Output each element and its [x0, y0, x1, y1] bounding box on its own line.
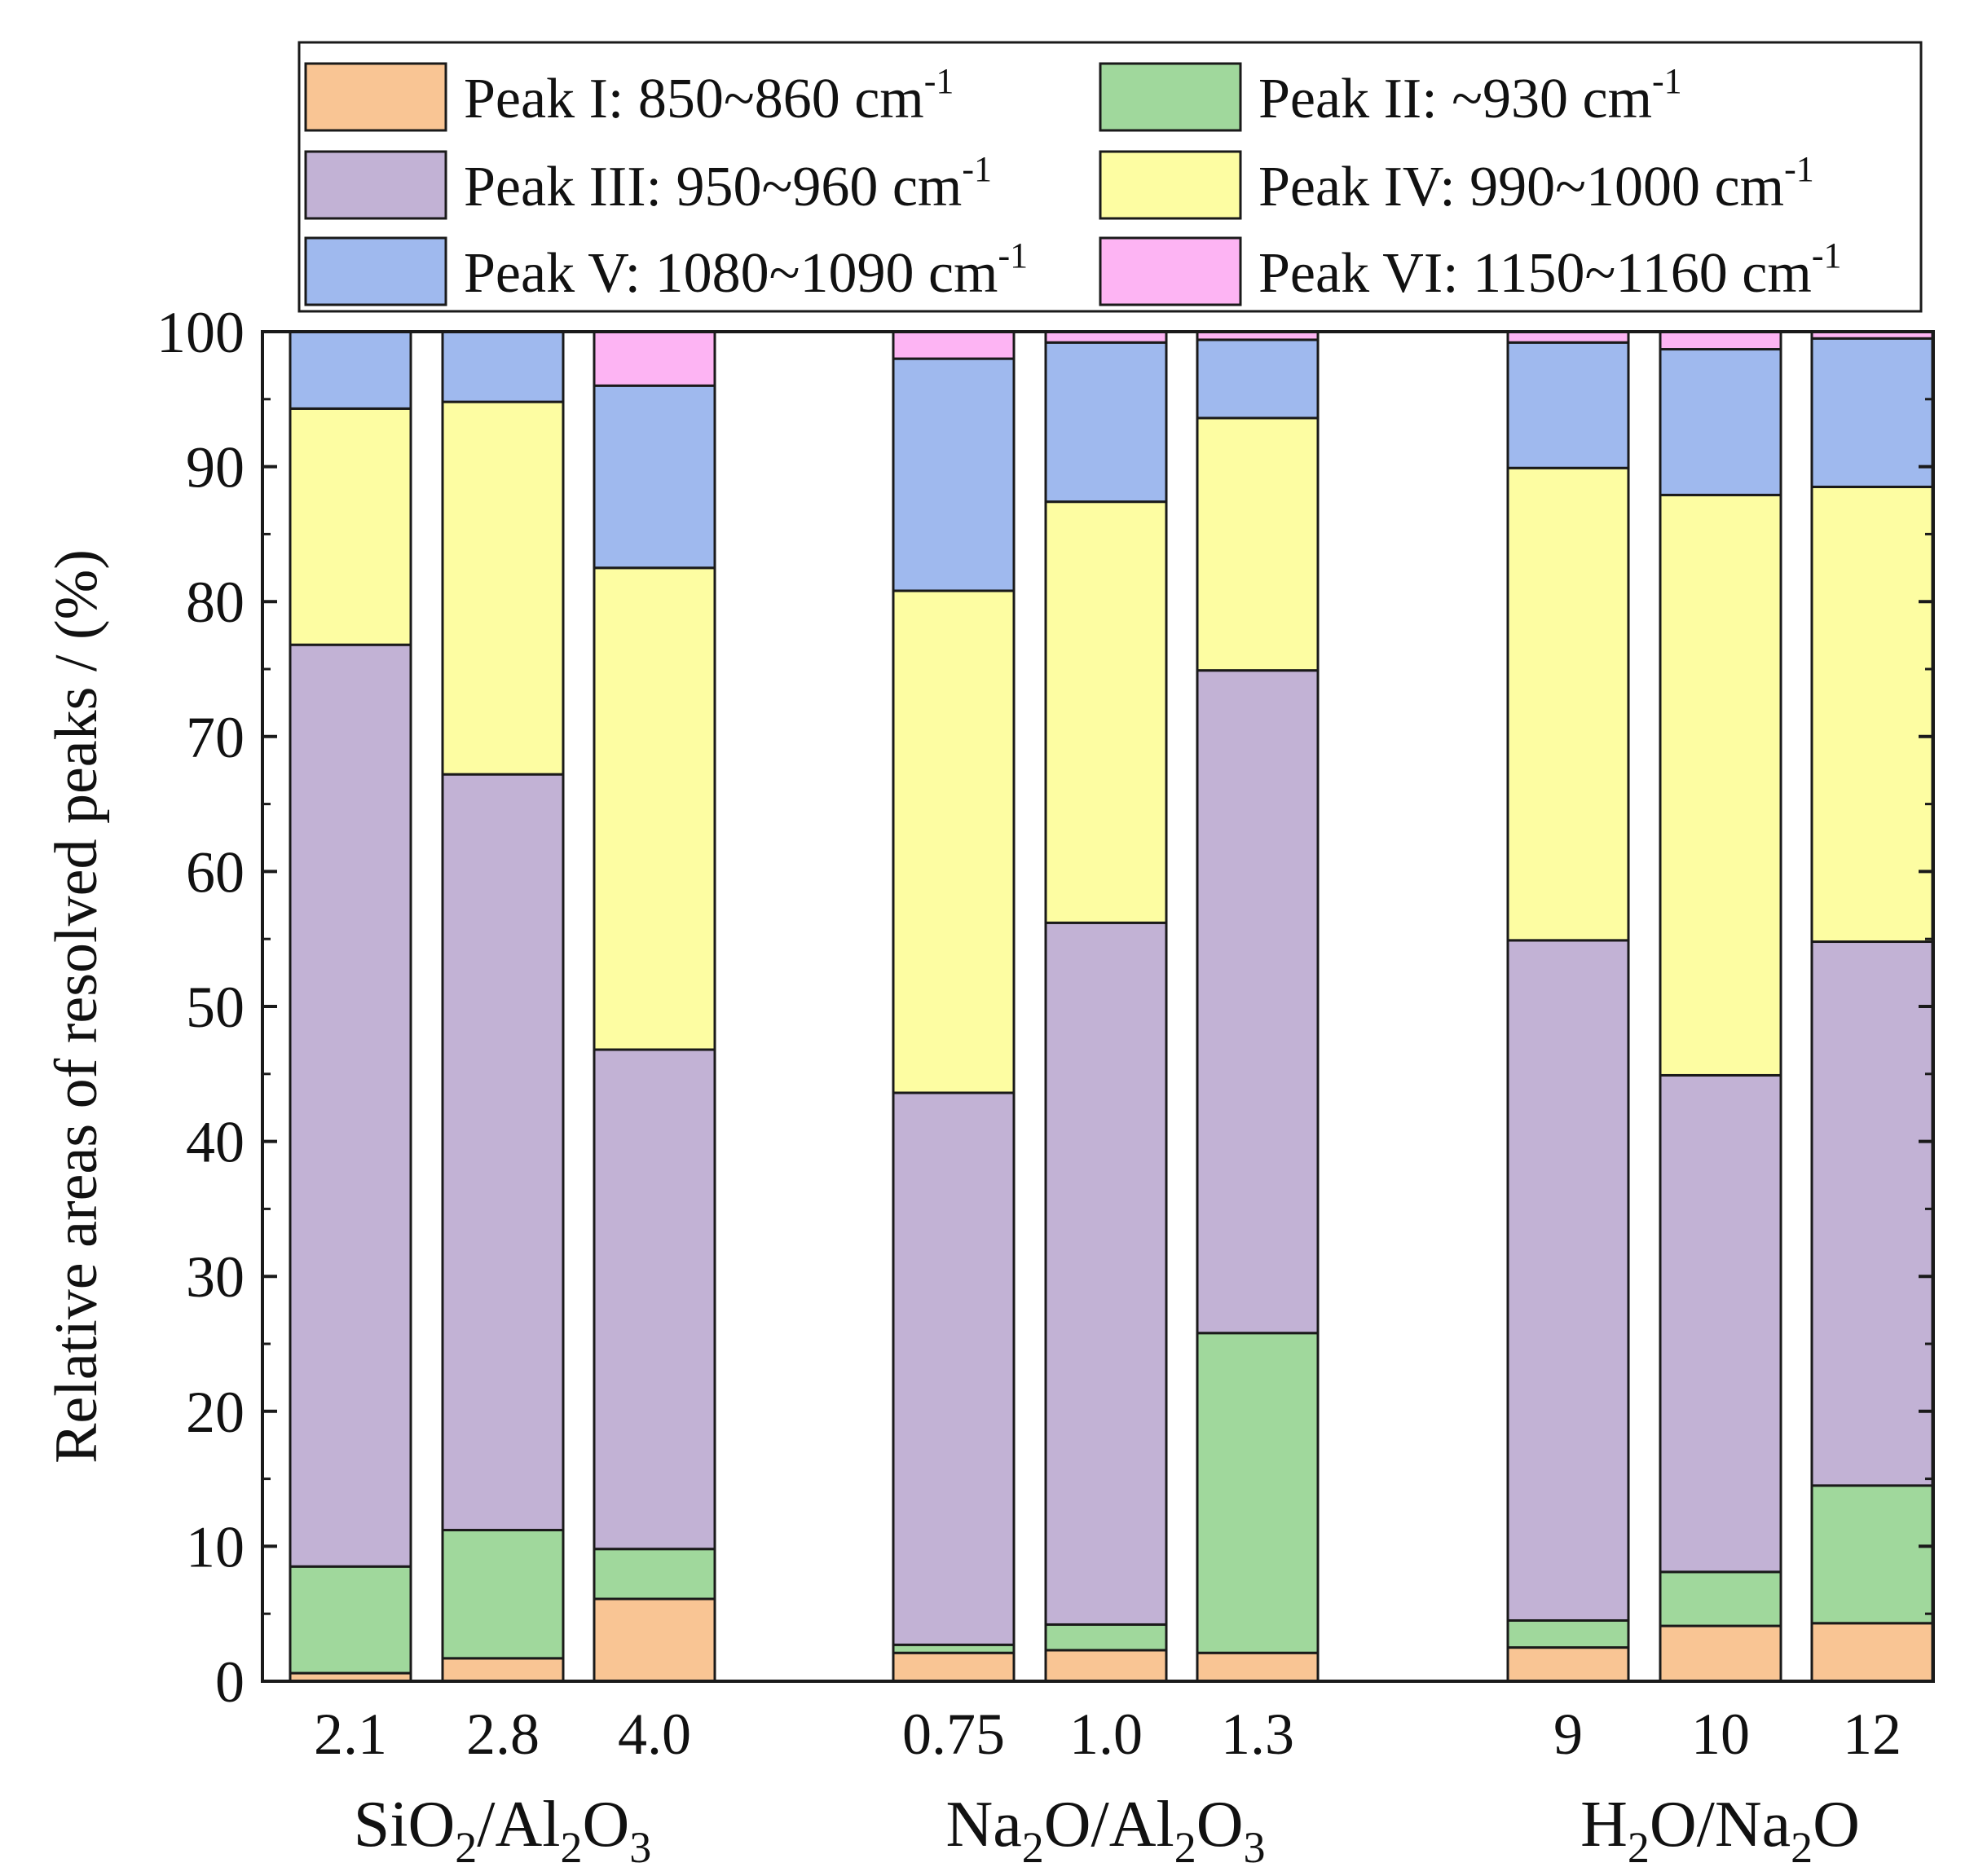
bar-segment-3-1.3: [1196, 669, 1320, 1335]
bar-segment-1-9: [1506, 1646, 1630, 1683]
bar-segment-3-4.0: [593, 1048, 716, 1551]
bar-segment-5-2.1: [289, 330, 412, 410]
bar-segment-2-9: [1506, 1618, 1630, 1649]
x-tick-label-2.8: 2.8: [466, 1702, 540, 1767]
bar-segment-5-10: [1659, 348, 1782, 496]
bar-segment-4-2.1: [289, 407, 412, 646]
x-tick-label-10: 10: [1691, 1702, 1750, 1767]
legend-swatch: [1099, 236, 1242, 306]
bar-segment-2-1.0: [1044, 1623, 1168, 1652]
x-tick-label-12: 12: [1843, 1702, 1901, 1767]
x-tick-label-9: 9: [1553, 1702, 1583, 1767]
bar-segment-1-12: [1810, 1622, 1934, 1683]
y-tick-label: 50: [186, 975, 245, 1040]
y-tick-label: 20: [186, 1380, 245, 1445]
bar-segment-1-4.0: [593, 1597, 716, 1683]
x-tick-label-2.1: 2.1: [314, 1702, 387, 1767]
bar-segment-3-10: [1659, 1073, 1782, 1574]
group-label-3: H2O/Na2O: [1580, 1789, 1860, 1872]
group-label-2: Na2O/Al2O3: [945, 1789, 1265, 1872]
bar-segment-5-4.0: [593, 384, 716, 570]
legend-swatch: [304, 150, 447, 220]
bar-segment-2-2.1: [289, 1565, 412, 1675]
y-tick-label: 30: [186, 1244, 245, 1310]
bar-segment-6-4.0: [593, 330, 716, 387]
y-tick-label: 60: [186, 839, 245, 905]
legend-item-1: Peak I: 850~860 cm-1: [304, 61, 954, 132]
bar-segment-4-9: [1506, 466, 1630, 942]
bar-segment-3-1.0: [1044, 921, 1168, 1626]
legend-label: Peak III: 950~960 cm-1: [464, 149, 992, 218]
y-tick-label: 0: [215, 1649, 245, 1715]
legend-item-5: Peak V: 1080~1090 cm-1: [304, 236, 1028, 306]
bar-segment-4-10: [1659, 493, 1782, 1077]
y-tick-label: 10: [186, 1514, 245, 1579]
legend-swatch: [1099, 62, 1242, 132]
bar-segment-5-2.8: [441, 330, 565, 403]
legend-item-3: Peak III: 950~960 cm-1: [304, 149, 992, 220]
bar-segment-3-0.75: [892, 1091, 1016, 1646]
plot-area: [289, 330, 1934, 1683]
x-tick-label-1.3: 1.3: [1221, 1702, 1294, 1767]
bar-segment-4-1.0: [1044, 500, 1168, 924]
bar-segment-2-10: [1659, 1570, 1782, 1627]
legend-swatch: [304, 62, 447, 132]
bar-segment-2-12: [1810, 1484, 1934, 1625]
bar-segment-3-2.8: [441, 773, 565, 1532]
legend-label: Peak I: 850~860 cm-1: [464, 61, 954, 130]
y-tick-label: 80: [186, 570, 245, 635]
bar-segment-1-1.3: [1196, 1651, 1320, 1683]
x-tick-label-4.0: 4.0: [618, 1702, 691, 1767]
bar-segment-2-1.3: [1196, 1332, 1320, 1654]
bar-segment-4-0.75: [892, 589, 1016, 1094]
y-tick-label: 40: [186, 1110, 245, 1175]
bar-segment-2-4.0: [593, 1548, 716, 1601]
bar-segment-1-2.8: [441, 1657, 565, 1683]
group-label-1: SiO2/Al2O3: [354, 1789, 652, 1872]
legend-item-6: Peak VI: 1150~1160 cm-1: [1099, 236, 1841, 306]
y-tick-label: 100: [156, 300, 245, 365]
bar-segment-2-2.8: [441, 1529, 565, 1660]
bar-segment-3-12: [1810, 940, 1934, 1487]
bar-segment-3-2.1: [289, 643, 412, 1568]
bar-segment-4-4.0: [593, 566, 716, 1051]
legend-swatch: [304, 236, 447, 306]
bar-segment-1-10: [1659, 1624, 1782, 1683]
x-tick-label-1.0: 1.0: [1069, 1702, 1143, 1767]
bar-segment-6-10: [1659, 330, 1782, 351]
legend-label: Peak II: ~930 cm-1: [1258, 61, 1682, 130]
axes: 0 10 20 30 40 50 60 70 80 90 100 2.1 2.8 4.0 0.75 1.0 1.…: [43, 300, 1935, 1872]
bar-segment-5-9: [1506, 341, 1630, 469]
bar-segment-3-9: [1506, 939, 1630, 1622]
legend-label: Peak IV: 990~1000 cm-1: [1258, 149, 1814, 218]
bar-segment-5-12: [1810, 337, 1934, 488]
bar-segment-4-1.3: [1196, 416, 1320, 672]
bar-segment-5-0.75: [892, 357, 1016, 592]
legend-item-2: Peak II: ~930 cm-1: [1099, 61, 1682, 132]
y-tick-label: 90: [186, 435, 245, 500]
bar-segment-4-2.8: [441, 400, 565, 776]
y-axis-label: Relative areas of resolved peaks / (%): [43, 549, 110, 1464]
bar-segment-5-1.0: [1044, 341, 1168, 504]
legend-label: Peak VI: 1150~1160 cm-1: [1258, 236, 1841, 305]
bar-segment-1-0.75: [892, 1651, 1016, 1683]
y-tick-label: 70: [186, 705, 245, 770]
bar-segment-6-0.75: [892, 330, 1016, 360]
legend-swatch: [1099, 150, 1242, 220]
bar-segment-1-1.0: [1044, 1649, 1168, 1683]
legend-item-4: Peak IV: 990~1000 cm-1: [1099, 149, 1814, 220]
bar-segment-5-1.3: [1196, 338, 1320, 420]
x-tick-label-0.75: 0.75: [902, 1702, 1005, 1767]
bar-segment-4-12: [1810, 485, 1934, 944]
legend: Peak I: 850~860 cm-1 Peak II: ~930 cm-1 Pe…: [297, 41, 1923, 313]
legend-label: Peak V: 1080~1090 cm-1: [464, 236, 1028, 305]
